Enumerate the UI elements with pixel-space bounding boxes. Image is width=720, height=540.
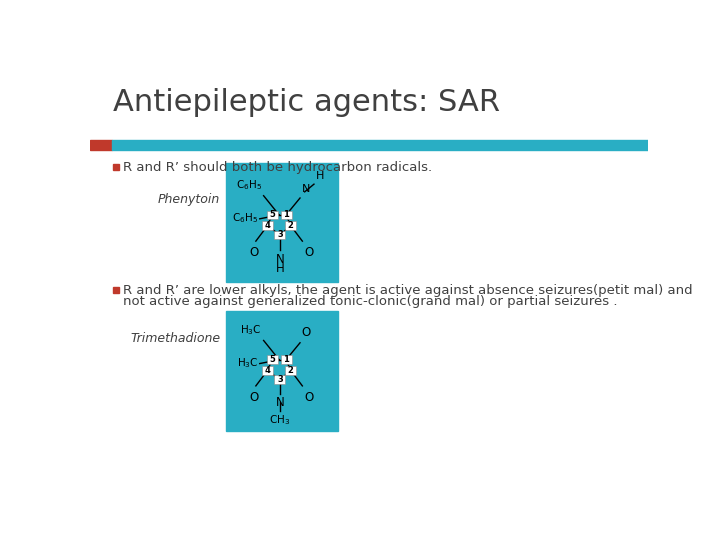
Bar	[274, 231, 285, 239]
Bar	[113, 164, 119, 170]
Text: $\mathregular{H_3C}$: $\mathregular{H_3C}$	[240, 323, 262, 336]
Text: $\mathregular{C_6H_5}$: $\mathregular{C_6H_5}$	[232, 211, 258, 225]
Text: $\mathregular{C_6H_5}$: $\mathregular{C_6H_5}$	[236, 178, 262, 192]
Text: 4: 4	[264, 221, 271, 230]
Text: O: O	[305, 390, 314, 403]
Text: 5: 5	[269, 211, 275, 219]
Text: 1: 1	[283, 211, 289, 219]
Bar	[113, 287, 119, 293]
Text: 5: 5	[269, 355, 275, 364]
Text: H: H	[276, 262, 284, 275]
Bar	[112, 140, 648, 150]
Bar	[285, 366, 296, 375]
Text: Trimethadione: Trimethadione	[130, 332, 220, 345]
Bar	[90, 140, 112, 150]
Text: R and R’ should both be hydrocarbon radicals.: R and R’ should both be hydrocarbon radi…	[123, 161, 433, 174]
Text: N: N	[276, 396, 284, 409]
Text: 4: 4	[264, 366, 271, 375]
Bar	[285, 221, 296, 230]
Bar	[225, 311, 338, 430]
Bar	[266, 355, 277, 364]
Text: O: O	[249, 390, 258, 403]
Bar	[281, 211, 292, 219]
Bar	[266, 211, 277, 219]
Text: O: O	[249, 246, 258, 259]
Text: O: O	[305, 246, 314, 259]
Text: Antiepileptic agents: SAR: Antiepileptic agents: SAR	[113, 88, 500, 117]
Text: 3: 3	[277, 375, 283, 384]
Text: $\mathregular{CH_3}$: $\mathregular{CH_3}$	[269, 413, 290, 427]
Bar	[225, 163, 338, 282]
Text: N: N	[276, 253, 284, 266]
Text: $\mathregular{H_3C}$: $\mathregular{H_3C}$	[237, 356, 258, 370]
Bar	[274, 375, 285, 384]
Text: H: H	[315, 171, 324, 181]
Bar	[262, 366, 273, 375]
Bar	[262, 221, 273, 230]
Text: 2: 2	[288, 366, 294, 375]
Text: R and R’ are lower alkyls, the agent is active against absence seizures(petit ma: R and R’ are lower alkyls, the agent is …	[123, 284, 693, 297]
Text: N: N	[302, 184, 310, 194]
Text: 2: 2	[288, 221, 294, 230]
Text: Phenytoin: Phenytoin	[158, 193, 220, 206]
Text: 3: 3	[277, 231, 283, 239]
Bar	[281, 355, 292, 364]
Text: 1: 1	[283, 355, 289, 364]
Text: not active against generalized tonic-clonic(grand mal) or partial seizures .: not active against generalized tonic-clo…	[123, 295, 618, 308]
Text: O: O	[302, 326, 311, 339]
